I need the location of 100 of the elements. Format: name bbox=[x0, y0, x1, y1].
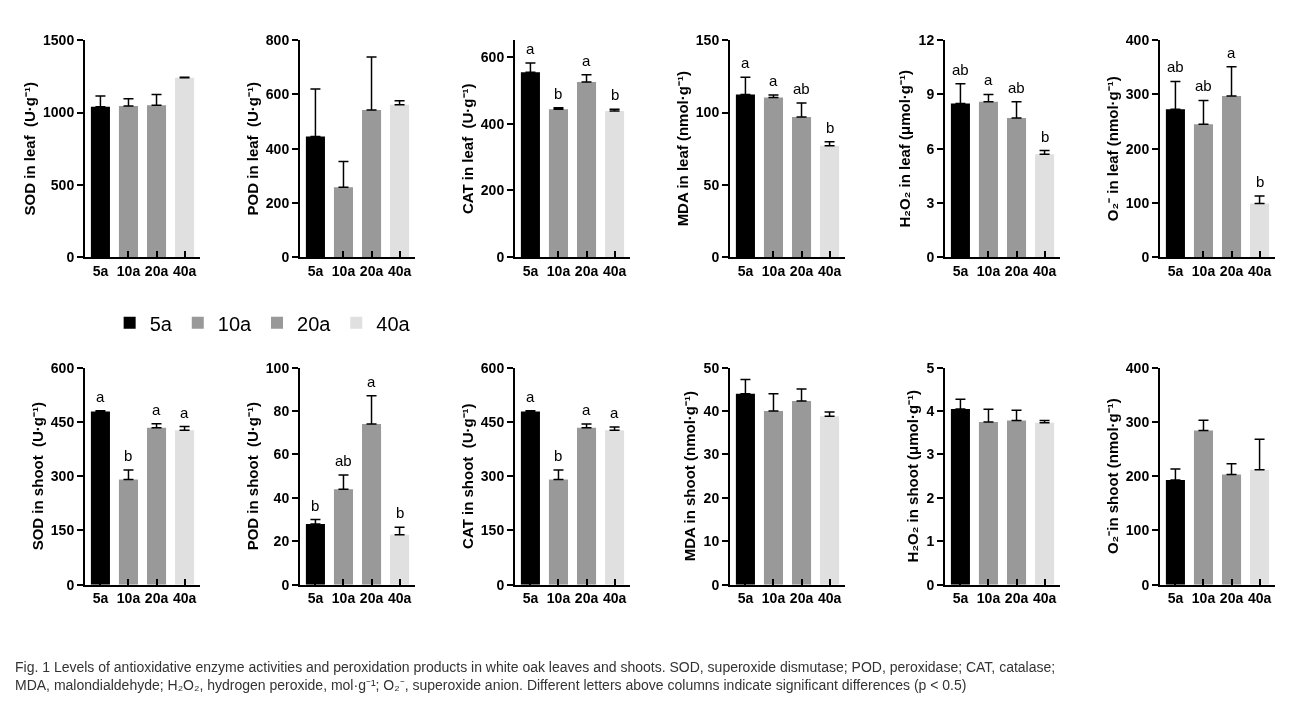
x-tick-label: 20a bbox=[1004, 263, 1029, 280]
annotation: a bbox=[96, 388, 105, 405]
x-tick-label: 40a bbox=[1032, 590, 1057, 607]
annotation: b bbox=[554, 447, 563, 464]
x-tick-label: 5a bbox=[92, 263, 109, 280]
y-axis-title: SOD in shoot (U·g⁻¹) bbox=[28, 401, 46, 551]
x-tick-label: 40a bbox=[172, 263, 197, 280]
x-tick-label: 5a bbox=[737, 263, 754, 280]
y-tick-label: 60 bbox=[273, 446, 290, 463]
x-tick-label: 40a bbox=[602, 263, 627, 280]
y-tick-label: 300 bbox=[1125, 86, 1150, 103]
x-tick-label: 40a bbox=[1032, 263, 1057, 280]
y-tick-label: 150 bbox=[480, 522, 505, 539]
y-tick-label: 200 bbox=[480, 182, 505, 199]
annotation: ab bbox=[1195, 77, 1212, 94]
annotation: ab bbox=[335, 452, 352, 469]
annotation: b bbox=[611, 86, 620, 103]
annotation: ab bbox=[952, 61, 969, 78]
y-tick-label: 100 bbox=[695, 104, 720, 121]
annotation: b bbox=[1256, 173, 1265, 190]
y-tick-label: 30 bbox=[703, 446, 720, 463]
x-tick-label: 5a bbox=[307, 263, 324, 280]
y-tick-label: 0 bbox=[66, 249, 75, 266]
y-tick-label: 3 bbox=[926, 194, 935, 211]
y-tick-label: 600 bbox=[480, 359, 505, 376]
x-tick-label: 20a bbox=[144, 263, 169, 280]
annotation: b bbox=[1041, 128, 1050, 145]
y-tick-label: 1 bbox=[926, 533, 935, 550]
annotation: a bbox=[582, 401, 591, 418]
y-tick-label: 150 bbox=[50, 522, 75, 539]
x-tick-label: 40a bbox=[817, 590, 842, 607]
annotation: ab bbox=[1008, 79, 1025, 96]
legend-label: 40a bbox=[376, 312, 411, 335]
x-tick-label: 40a bbox=[817, 263, 842, 280]
y-tick-label: 500 bbox=[50, 176, 75, 193]
y-tick-label: 0 bbox=[926, 249, 935, 266]
y-axis-title: MDA in shoot (nmol·g⁻¹) bbox=[681, 391, 699, 562]
y-tick-label: 0 bbox=[281, 249, 290, 266]
annotation: a bbox=[741, 54, 750, 71]
annotation: a bbox=[367, 373, 376, 390]
x-tick-label: 40a bbox=[172, 590, 197, 607]
x-tick-label: 20a bbox=[574, 263, 599, 280]
y-tick-label: 600 bbox=[480, 48, 505, 65]
annotation: b bbox=[124, 447, 133, 464]
y-tick-label: 50 bbox=[703, 359, 720, 376]
y-tick-label: 200 bbox=[1125, 468, 1150, 485]
annotation: b bbox=[311, 497, 320, 514]
y-tick-label: 600 bbox=[265, 86, 290, 103]
x-tick-label: 20a bbox=[359, 590, 384, 607]
x-tick-label: 10a bbox=[976, 590, 1001, 607]
y-tick-label: 300 bbox=[50, 468, 75, 485]
y-tick-label: 50 bbox=[703, 176, 720, 193]
x-tick-label: 20a bbox=[1219, 590, 1244, 607]
y-tick-label: 0 bbox=[1141, 249, 1150, 266]
x-tick-label: 40a bbox=[1247, 263, 1272, 280]
y-tick-label: 0 bbox=[1141, 576, 1150, 593]
x-tick-label: 10a bbox=[761, 590, 786, 607]
y-tick-label: 0 bbox=[281, 576, 290, 593]
x-tick-label: 5a bbox=[952, 263, 969, 280]
x-tick-label: 40a bbox=[602, 590, 627, 607]
y-tick-label: 12 bbox=[918, 32, 935, 49]
x-tick-label: 5a bbox=[737, 590, 754, 607]
y-tick-label: 400 bbox=[1125, 32, 1150, 49]
legend-label: 10a bbox=[217, 312, 253, 335]
x-tick-label: 40a bbox=[387, 263, 412, 280]
annotation: a bbox=[180, 404, 189, 421]
y-tick-label: 450 bbox=[50, 413, 75, 430]
annotation: a bbox=[526, 388, 535, 405]
y-tick-label: 20 bbox=[703, 489, 720, 506]
y-tick-label: 0 bbox=[496, 576, 505, 593]
y-axis-title: SOD in leaf (U·g⁻¹) bbox=[20, 82, 38, 216]
y-axis-title: O₂⁻in shoot (nmol·g⁻¹) bbox=[1103, 398, 1121, 555]
x-tick-label: 20a bbox=[789, 263, 814, 280]
y-tick-label: 100 bbox=[1125, 194, 1150, 211]
x-tick-label: 20a bbox=[144, 590, 169, 607]
y-axis-title: MDA in leaf (nmol·g⁻¹) bbox=[673, 71, 691, 227]
x-tick-label: 20a bbox=[789, 590, 814, 607]
x-tick-label: 20a bbox=[1219, 263, 1244, 280]
y-tick-label: 300 bbox=[1125, 413, 1150, 430]
x-tick-label: 5a bbox=[952, 590, 969, 607]
annotation: b bbox=[554, 85, 563, 102]
y-tick-label: 1500 bbox=[43, 32, 75, 49]
x-tick-label: 10a bbox=[1191, 590, 1216, 607]
y-tick-label: 0 bbox=[711, 576, 720, 593]
annotation: a bbox=[1227, 44, 1236, 61]
y-tick-label: 800 bbox=[265, 32, 290, 49]
x-tick-label: 10a bbox=[331, 590, 356, 607]
caption: Fig. 1 Levels of antioxidative enzyme activities and peroxidation products in white oak leaves and shoots. SOD, superoxide dismutase; POD, peroxidase; CAT, catalase; MDA, malondialdehyde; H₂O₂, hydrogen peroxide, mol·g⁻¹; O₂⁻, superoxide anion. Different letters above columns indicate significant differences (p < 0.5) bbox=[15, 659, 1056, 694]
x-tick-label: 5a bbox=[522, 263, 539, 280]
y-tick-label: 80 bbox=[273, 402, 290, 419]
y-tick-label: 100 bbox=[1125, 522, 1150, 539]
annotation: b bbox=[396, 504, 405, 521]
legend-label: 20a bbox=[297, 312, 332, 335]
x-tick-label: 10a bbox=[546, 590, 571, 607]
y-tick-label: 10 bbox=[703, 533, 720, 550]
y-tick-label: 6 bbox=[926, 140, 935, 157]
y-tick-label: 40 bbox=[273, 489, 290, 506]
y-tick-label: 450 bbox=[480, 413, 505, 430]
annotation: a bbox=[984, 71, 993, 88]
y-tick-label: 4 bbox=[926, 402, 935, 419]
